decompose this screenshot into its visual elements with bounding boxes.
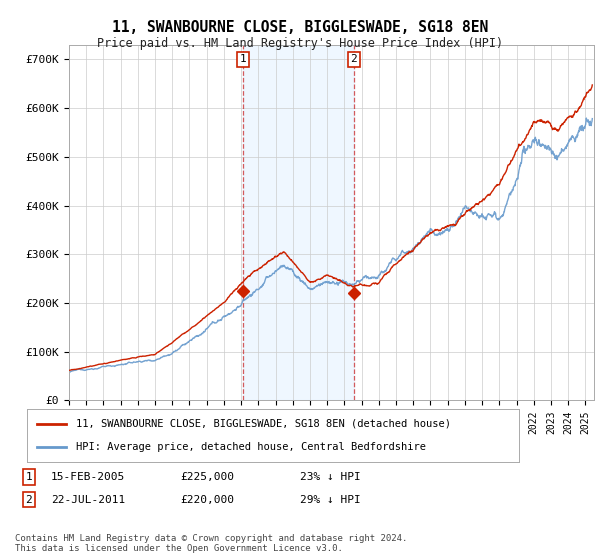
Bar — [243, 45, 354, 400]
Text: 15-FEB-2005: 15-FEB-2005 — [51, 472, 125, 482]
Text: Contains HM Land Registry data © Crown copyright and database right 2024.
This d: Contains HM Land Registry data © Crown c… — [15, 534, 407, 553]
Text: 2: 2 — [25, 494, 32, 505]
Text: HPI: Average price, detached house, Central Bedfordshire: HPI: Average price, detached house, Cent… — [76, 442, 426, 452]
Text: 29% ↓ HPI: 29% ↓ HPI — [300, 494, 361, 505]
Text: Price paid vs. HM Land Registry's House Price Index (HPI): Price paid vs. HM Land Registry's House … — [97, 37, 503, 50]
Text: £225,000: £225,000 — [180, 472, 234, 482]
Text: 22-JUL-2011: 22-JUL-2011 — [51, 494, 125, 505]
Text: 2: 2 — [350, 54, 357, 64]
Text: £220,000: £220,000 — [180, 494, 234, 505]
Text: 1: 1 — [240, 54, 247, 64]
Text: 23% ↓ HPI: 23% ↓ HPI — [300, 472, 361, 482]
Text: 11, SWANBOURNE CLOSE, BIGGLESWADE, SG18 8EN: 11, SWANBOURNE CLOSE, BIGGLESWADE, SG18 … — [112, 20, 488, 35]
Text: 11, SWANBOURNE CLOSE, BIGGLESWADE, SG18 8EN (detached house): 11, SWANBOURNE CLOSE, BIGGLESWADE, SG18 … — [76, 419, 451, 429]
Text: 1: 1 — [25, 472, 32, 482]
